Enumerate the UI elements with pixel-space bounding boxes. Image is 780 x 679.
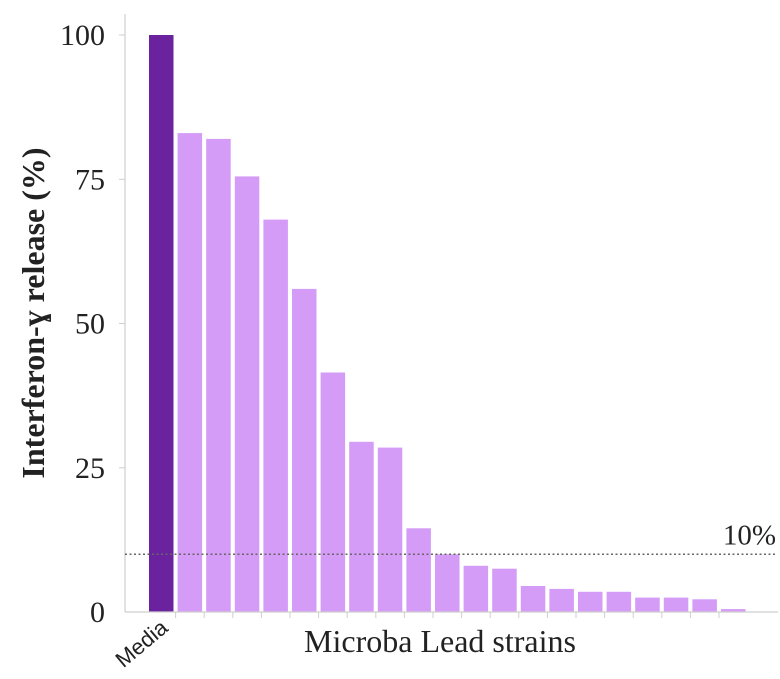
reference-line-label: 10% <box>723 519 776 551</box>
bar-strain-15 <box>578 591 603 612</box>
bar-strain-2 <box>206 138 231 612</box>
y-axis-label: Interferon-ɣ release (%) <box>15 147 51 478</box>
y-ticks-group: 0 25 50 75 100 <box>60 19 125 629</box>
x-tick-label-media: Media <box>110 614 173 672</box>
bar-strain-1 <box>177 133 203 612</box>
bar-strain-11 <box>463 565 489 612</box>
bar-strain-12 <box>492 568 517 612</box>
bar-strain-16 <box>606 591 632 612</box>
bar-strain-19 <box>692 599 717 612</box>
bar-strain-5 <box>292 288 317 612</box>
bar-strain-18 <box>663 597 689 612</box>
bar-media <box>149 35 174 612</box>
y-tick-label: 0 <box>90 596 105 629</box>
x-ticks-group <box>175 612 720 618</box>
bar-strain-8 <box>377 447 403 612</box>
bars-group <box>149 35 746 612</box>
bar-strain-13 <box>520 586 546 612</box>
bar-strain-3 <box>234 176 260 612</box>
bar-strain-7 <box>349 441 374 612</box>
bar-strain-6 <box>320 372 346 612</box>
bar-strain-20 <box>721 609 746 612</box>
bar-strain-14 <box>549 588 574 612</box>
bar-strain-10 <box>435 554 460 612</box>
y-tick-label: 50 <box>75 308 105 341</box>
y-tick-label: 25 <box>75 452 105 485</box>
y-tick-label: 75 <box>75 163 105 196</box>
bar-strain-17 <box>635 597 660 612</box>
y-tick-label: 100 <box>60 19 105 52</box>
x-axis-label: Microba Lead strains <box>304 623 576 659</box>
bar-strain-4 <box>263 219 288 612</box>
bar-strain-9 <box>406 528 431 612</box>
